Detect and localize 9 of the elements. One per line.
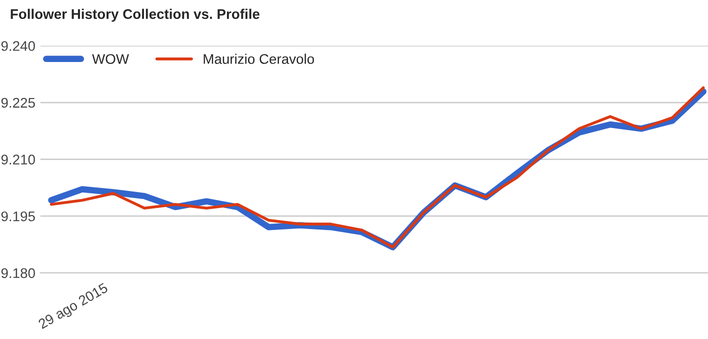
- chart-title: Follower History Collection vs. Profile: [10, 8, 260, 22]
- y-tick-label: 9.225: [1, 98, 35, 108]
- legend-label: Maurizio Ceravolo: [204, 54, 314, 64]
- y-tick-label: 9.240: [1, 41, 35, 51]
- y-tick-label: 9.210: [1, 154, 35, 164]
- legend-label: WOW: [92, 54, 129, 64]
- y-tick-label: 9.195: [1, 211, 35, 222]
- text: 29 ago 2015: [38, 282, 110, 332]
- y-tick-label: 9.180: [1, 268, 35, 278]
